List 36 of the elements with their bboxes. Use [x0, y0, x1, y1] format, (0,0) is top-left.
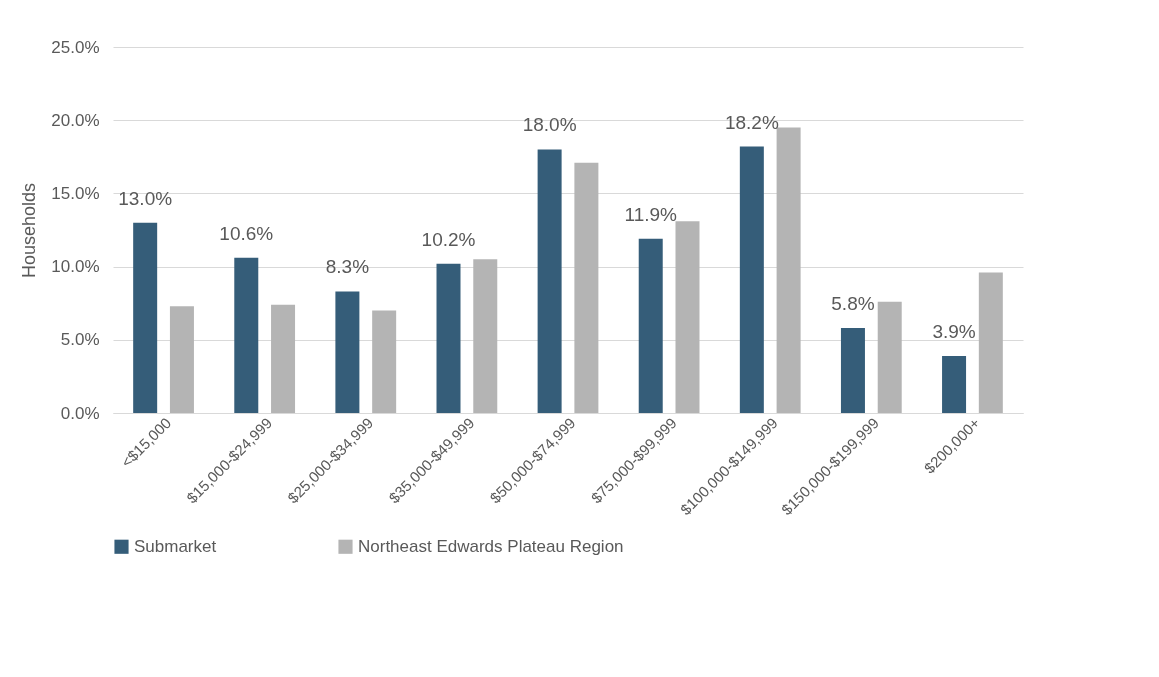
y-tick-label: 20.0% — [51, 110, 100, 130]
y-axis-title: Households — [19, 182, 40, 279]
bar — [574, 162, 599, 413]
y-tick-label: 0.0% — [60, 403, 100, 423]
data-label: 18.2% — [724, 111, 779, 133]
data-label: 10.6% — [219, 222, 274, 244]
bar — [271, 304, 296, 413]
bar — [675, 221, 700, 413]
bar — [372, 310, 397, 413]
data-label: 18.0% — [522, 114, 577, 136]
bar — [877, 301, 902, 413]
bar — [133, 222, 158, 413]
data-label: 13.0% — [118, 187, 173, 209]
y-tick-label: 25.0% — [51, 37, 100, 57]
bar — [537, 149, 562, 413]
bar — [978, 272, 1003, 413]
y-tick-label: 15.0% — [51, 183, 100, 203]
y-tick-label: 5.0% — [60, 330, 100, 350]
data-label: 11.9% — [624, 203, 678, 225]
legend-label: Submarket — [134, 536, 217, 556]
data-label: 3.9% — [932, 320, 976, 342]
data-label: 10.2% — [421, 228, 476, 250]
legend-label: Northeast Edwards Plateau Region — [358, 536, 624, 556]
data-label: 8.3% — [325, 256, 370, 278]
bar — [942, 355, 967, 413]
bar — [335, 291, 360, 413]
bar — [638, 238, 663, 413]
bar — [776, 127, 801, 413]
bar — [234, 257, 259, 413]
bar — [840, 328, 865, 413]
bar — [436, 263, 461, 413]
y-tick-label: 10.0% — [51, 257, 100, 277]
data-label: 5.8% — [831, 293, 875, 315]
bar — [473, 259, 498, 413]
bar — [169, 306, 194, 413]
bar — [739, 146, 764, 413]
